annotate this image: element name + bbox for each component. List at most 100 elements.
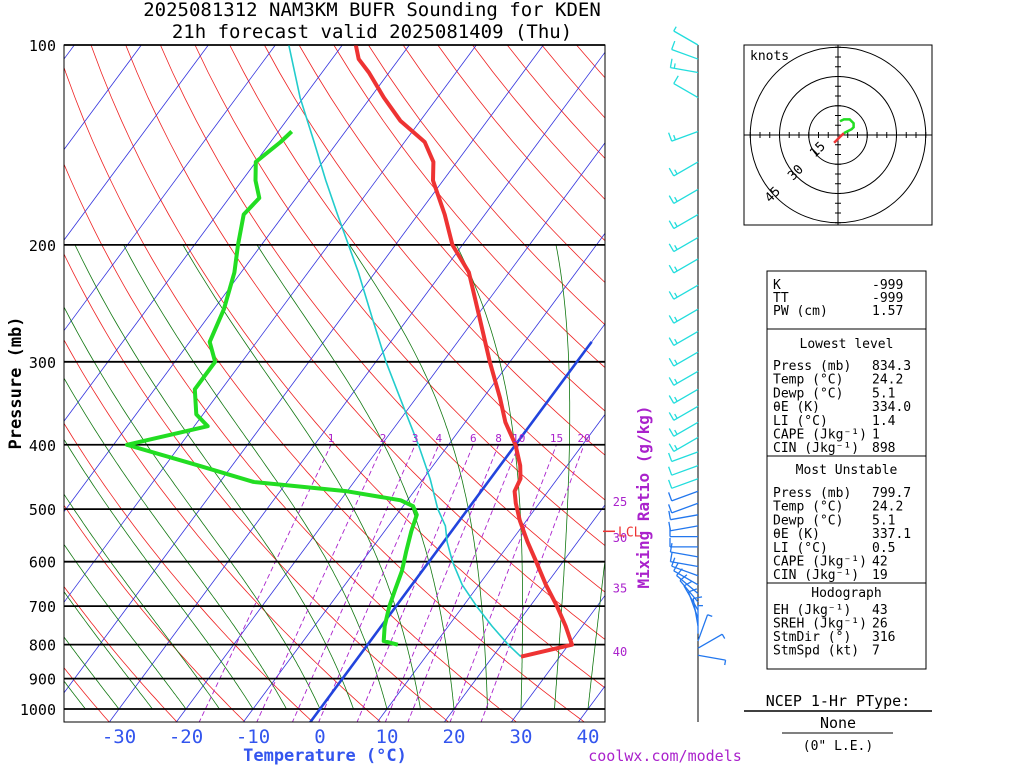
isotherm-line [243,45,745,723]
wind-barb [669,162,698,176]
barb-half-flag [674,27,676,31]
x-tick-label: 10 [376,726,399,748]
indices-row-label: StmSpd (kt) [773,644,859,659]
isotherm-line [0,45,476,723]
dry-adiabat-line [56,45,585,723]
wind-barbs [669,27,726,665]
barb-half-flag [675,414,677,418]
isobars [64,45,605,709]
ptype-heading: NCEP 1-Hr PType: [766,692,911,710]
barb-staff [670,552,698,557]
barb-staff [670,562,698,567]
barb-flag [669,358,674,366]
barb-flag [674,76,679,84]
indices-row-label: CIN (Jkg⁻¹) [773,568,859,583]
barb-staff [672,479,698,489]
barb-half-flag [675,267,677,271]
wind-barb [669,491,698,501]
barb-staff [670,515,698,520]
barb-staff [674,31,698,45]
barb-flag [669,480,672,488]
y-tick-label: 400 [29,437,56,455]
dry-adiabat-line [438,45,1024,723]
wind-barb [698,634,725,648]
mixing-ratio-line [407,445,518,723]
barb-staff [670,68,698,73]
barb-half-flag [675,339,677,343]
barb-staff [698,615,708,641]
indices-row-label: PW (cm) [773,304,828,319]
wind-barb [669,215,698,229]
barb-flag [669,133,672,141]
zero-degree-isotherm [310,342,592,723]
barb-half-flag [675,170,677,174]
barb-flag [669,265,674,273]
wind-barb [669,522,698,531]
moist-adiabat-line [456,245,522,709]
y-tick-label: 100 [29,37,56,55]
barb-flag [669,221,674,229]
indices-row-value: 19 [872,568,888,583]
barb-staff [672,452,698,462]
moist-adiabat-line [0,245,119,709]
barb-staff [693,598,698,626]
wind-barb [669,452,698,462]
indices-section-heading: Lowest level [800,337,894,352]
barb-flag [670,553,672,562]
barb-half-flag [675,197,677,201]
wind-barb [669,422,698,436]
y-tick-label: 1000 [20,701,56,719]
y-tick-label: 700 [29,598,56,616]
y-tick-label: 300 [29,354,56,372]
wind-barb [669,371,698,385]
moist-adiabat-line [555,245,570,709]
barb-flag [672,41,675,49]
barb-staff [670,526,698,531]
hodograph-unit-label: knots [750,49,789,64]
theta-label: 35 [613,581,627,595]
barb-half-flag [674,135,676,140]
wind-barb [698,615,712,641]
indices-section-heading: Most Unstable [796,463,898,478]
barb-staff [674,84,698,98]
barb-half-flag [675,397,677,401]
lcl-marker: LCL [603,525,642,540]
barb-staff [672,466,698,476]
barb-flag [669,244,674,252]
barb-half-flag [725,660,726,665]
barb-flag [669,338,674,346]
x-axis-label: Temperature (°C) [243,746,407,766]
mixing-ratio-tick-label: 2 [380,432,387,445]
dry-adiabat-line [22,45,518,723]
x-tick-label: 40 [577,726,600,748]
indices-row-value: 898 [872,441,895,456]
wind-barb [669,285,698,299]
dry-adiabat-line [126,45,722,723]
mixing-ratio-tick-label: 1 [328,432,335,445]
x-tick-label: -20 [169,726,203,748]
wind-barb [684,581,698,610]
y-tick-label: 900 [29,671,56,689]
x-tick-label: -10 [236,726,270,748]
wind-barb [672,41,698,59]
y-tick-label: 200 [29,237,56,255]
mixing-ratio-tick-label: 6 [470,432,477,445]
barb-half-flag [675,445,677,449]
mixing-ratio-tick-label: 10 [512,432,525,445]
barb-half-flag [674,63,675,68]
mixing-ratio-tick-label: 15 [550,432,563,445]
barb-staff [672,132,698,142]
barb-half-flag [675,360,677,364]
isotherm-line [0,45,342,723]
wind-barb [669,406,698,420]
barb-half-flag [708,615,713,617]
moist-adiabats [0,245,634,709]
barb-flag [669,315,674,323]
x-tick-label: 30 [510,726,533,748]
mixing-ratio-lines [199,445,584,723]
